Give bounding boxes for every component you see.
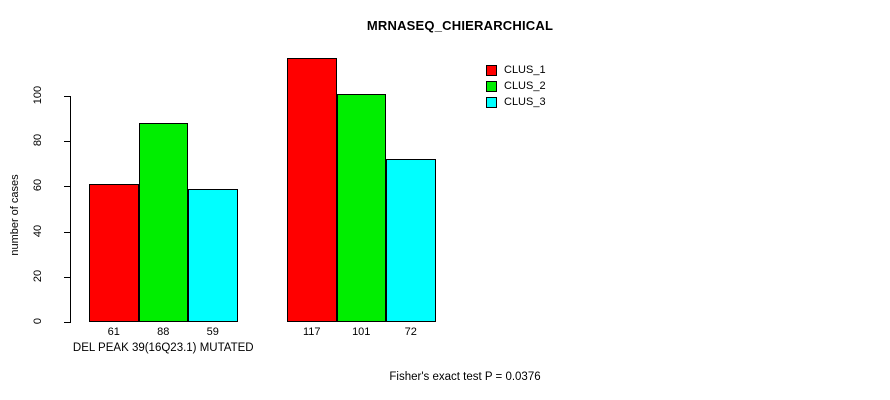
y-axis-tick-label: 60 <box>32 179 44 192</box>
y-axis-tick-mark <box>64 322 70 323</box>
legend-item-label: CLUS_2 <box>504 80 546 92</box>
legend-color-swatch <box>486 81 497 92</box>
legend-color-swatch <box>486 65 497 76</box>
y-axis-tick-label: 0 <box>32 317 44 325</box>
bar <box>336 93 386 322</box>
bar-value-label: 61 <box>107 326 120 338</box>
y-axis-tick-mark <box>64 96 70 97</box>
y-axis-tick-label: 20 <box>32 269 44 282</box>
y-axis-tick-mark <box>64 141 70 143</box>
group-category-label: DEL PEAK 39(16Q23.1) MUTATED <box>72 342 254 354</box>
legend-item-label: CLUS_1 <box>504 64 546 76</box>
bar-value-label: 59 <box>206 326 219 338</box>
y-axis-tick-label: 40 <box>32 224 44 237</box>
y-axis-line <box>70 96 71 323</box>
y-axis-tick-mark <box>64 231 70 233</box>
y-axis-tick-mark <box>64 276 70 278</box>
bar-value-label: 72 <box>404 326 417 338</box>
bar <box>89 184 139 322</box>
bar <box>386 159 436 322</box>
legend-color-swatch <box>486 97 497 108</box>
bar-value-label: 101 <box>352 326 371 338</box>
y-axis-tick-label: 80 <box>32 134 44 147</box>
chart-title: MRNASEQ_CHIERARCHICAL <box>366 18 554 33</box>
bar-value-label: 88 <box>157 326 170 338</box>
bar-value-label: 117 <box>302 326 321 338</box>
legend-item-label: CLUS_3 <box>504 96 546 108</box>
bar <box>188 188 238 322</box>
y-axis-tick-label: 100 <box>32 85 44 105</box>
y-axis-tick-mark <box>64 186 70 188</box>
statistical-test-annotation: Fisher's exact test P = 0.0376 <box>389 371 541 383</box>
bar <box>138 123 188 322</box>
bar <box>287 57 337 322</box>
y-axis-label: number of cases <box>9 174 21 256</box>
